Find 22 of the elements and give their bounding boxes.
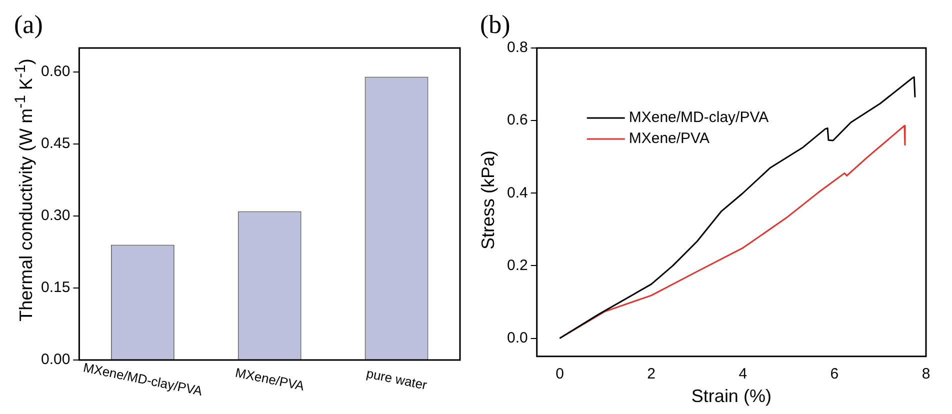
y-tick-label: 0.6 — [506, 112, 528, 129]
chart-title: (a) — [14, 10, 43, 40]
x-tick-label: 2 — [647, 366, 656, 383]
legend-label: MXene/MD-clay/PVA — [628, 109, 769, 126]
y-tick-label: 0.2 — [506, 256, 528, 274]
x-tick-label: 6 — [830, 366, 839, 383]
y-tick-label: 0.00 — [40, 351, 70, 368]
y-tick-label: 0.4 — [506, 184, 528, 202]
y-tick-label: 0.45 — [40, 135, 70, 152]
y-tick-label: 0.60 — [40, 63, 70, 80]
x-tick-label: 4 — [738, 366, 748, 383]
y-tick-label: 0.8 — [506, 39, 528, 56]
y-tick-label: 0.0 — [506, 329, 528, 346]
x-tick-label: 8 — [922, 366, 930, 383]
legend-label: MXene/PVA — [628, 130, 710, 148]
y-tick-label: 0.15 — [40, 279, 70, 296]
x-tick-label: pure water — [365, 366, 429, 393]
y-axis-title: Stress (kPa) — [478, 150, 498, 250]
chart-title: (b) — [480, 10, 510, 40]
x-axis-title: Strain (%) — [691, 386, 772, 406]
x-tick-label: 0 — [556, 366, 564, 383]
y-tick-label: 0.30 — [40, 207, 70, 224]
